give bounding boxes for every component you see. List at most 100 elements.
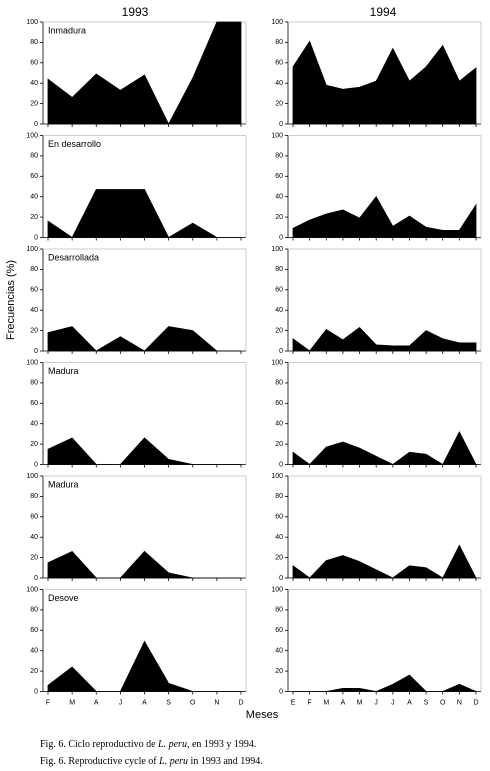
panel-title: Madura [48, 479, 79, 489]
area [47, 640, 241, 692]
x-tick-label: A [341, 699, 346, 706]
y-tick-label: 0 [279, 348, 283, 355]
y-tick-label: 100 [271, 19, 283, 26]
x-tick-label: O [440, 699, 446, 706]
x-axis-label: Meses [246, 709, 279, 721]
y-tick-label: 0 [279, 121, 283, 128]
y-tick-label: 80 [275, 266, 283, 273]
y-tick-label: 60 [275, 514, 283, 521]
y-tick-label: 60 [30, 514, 38, 521]
y-tick-label: 80 [30, 607, 38, 614]
x-tick-label: O [190, 699, 196, 706]
y-tick-label: 100 [271, 359, 283, 366]
x-tick-label: A [407, 699, 412, 706]
x-tick-label: J [119, 699, 123, 706]
y-tick-label: 100 [26, 359, 38, 366]
y-tick-label: 0 [34, 688, 38, 695]
y-tick-label: 80 [30, 153, 38, 160]
y-tick-label: 20 [30, 214, 38, 221]
y-axis-label: Frecuencias (%) [5, 260, 17, 340]
x-tick-label: E [291, 699, 296, 706]
y-tick-label: 100 [26, 132, 38, 139]
y-tick-label: 40 [30, 80, 38, 87]
y-tick-label: 40 [275, 307, 283, 314]
y-tick-label: 20 [30, 327, 38, 334]
y-tick-label: 40 [30, 648, 38, 655]
panel-title: Inmadura [48, 25, 86, 35]
panel-title: Desove [48, 593, 79, 603]
y-tick-label: 0 [34, 121, 38, 128]
y-tick-label: 20 [30, 554, 38, 561]
y-tick-label: 100 [26, 473, 38, 480]
y-tick-label: 20 [275, 441, 283, 448]
caption: Fig. 6. Ciclo reproductivo de L. peru, e… [40, 739, 256, 750]
y-tick-label: 60 [275, 173, 283, 180]
y-tick-label: 60 [30, 173, 38, 180]
y-tick-label: 80 [275, 493, 283, 500]
y-tick-label: 40 [275, 421, 283, 428]
x-tick-label: S [424, 699, 429, 706]
y-tick-label: 0 [34, 234, 38, 241]
area [292, 195, 477, 238]
x-tick-label: M [69, 699, 75, 706]
y-tick-label: 100 [271, 473, 283, 480]
y-tick-label: 60 [30, 60, 38, 67]
y-tick-label: 60 [30, 627, 38, 634]
y-tick-label: 0 [34, 348, 38, 355]
column-title: 1994 [370, 5, 397, 19]
y-tick-label: 80 [30, 493, 38, 500]
x-tick-label: A [94, 699, 99, 706]
caption-part: in 1993 and 1994. [188, 756, 263, 767]
y-tick-label: 0 [34, 575, 38, 582]
x-tick-label: J [391, 699, 395, 706]
x-tick-label: F [307, 699, 311, 706]
x-tick-label: D [238, 699, 243, 706]
caption-part: Fig. 6. Reproductive cycle of [40, 756, 159, 767]
y-tick-label: 80 [275, 39, 283, 46]
y-tick-label: 40 [30, 307, 38, 314]
x-tick-label: N [457, 699, 462, 706]
y-tick-label: 60 [30, 287, 38, 294]
y-tick-label: 20 [275, 668, 283, 675]
area [292, 40, 477, 125]
y-tick-label: 20 [275, 100, 283, 107]
area [47, 326, 241, 352]
y-tick-label: 40 [275, 194, 283, 201]
caption-part: L. peru [157, 739, 187, 750]
area [292, 544, 477, 579]
y-tick-label: 60 [275, 287, 283, 294]
y-tick-label: 0 [279, 575, 283, 582]
panel-title: En desarrollo [48, 139, 101, 149]
area [47, 21, 242, 125]
y-tick-label: 80 [30, 380, 38, 387]
y-tick-label: 80 [275, 380, 283, 387]
caption-part: L. peru [158, 756, 188, 767]
area [47, 437, 241, 465]
panel-title: Madura [48, 366, 79, 376]
y-tick-label: 100 [26, 19, 38, 26]
caption-part: Fig. 6. Ciclo reproductivo de [40, 739, 158, 750]
y-tick-label: 20 [30, 441, 38, 448]
y-tick-label: 60 [275, 60, 283, 67]
area [47, 189, 241, 239]
y-tick-label: 60 [30, 400, 38, 407]
y-tick-label: 20 [275, 327, 283, 334]
y-tick-label: 100 [271, 586, 283, 593]
x-tick-label: M [357, 699, 363, 706]
y-tick-label: 40 [30, 534, 38, 541]
column-title: 1993 [122, 5, 149, 19]
x-tick-label: S [166, 699, 171, 706]
y-tick-label: 80 [275, 607, 283, 614]
x-tick-label: M [323, 699, 329, 706]
y-tick-label: 80 [30, 39, 38, 46]
y-tick-label: 100 [26, 586, 38, 593]
y-tick-label: 20 [30, 668, 38, 675]
y-tick-label: 0 [34, 461, 38, 468]
x-tick-label: N [214, 699, 219, 706]
area [47, 550, 241, 579]
panel-title: Desarrollada [48, 252, 99, 262]
y-tick-label: 40 [275, 534, 283, 541]
x-tick-label: F [46, 699, 50, 706]
y-tick-label: 100 [271, 132, 283, 139]
y-tick-label: 20 [275, 554, 283, 561]
